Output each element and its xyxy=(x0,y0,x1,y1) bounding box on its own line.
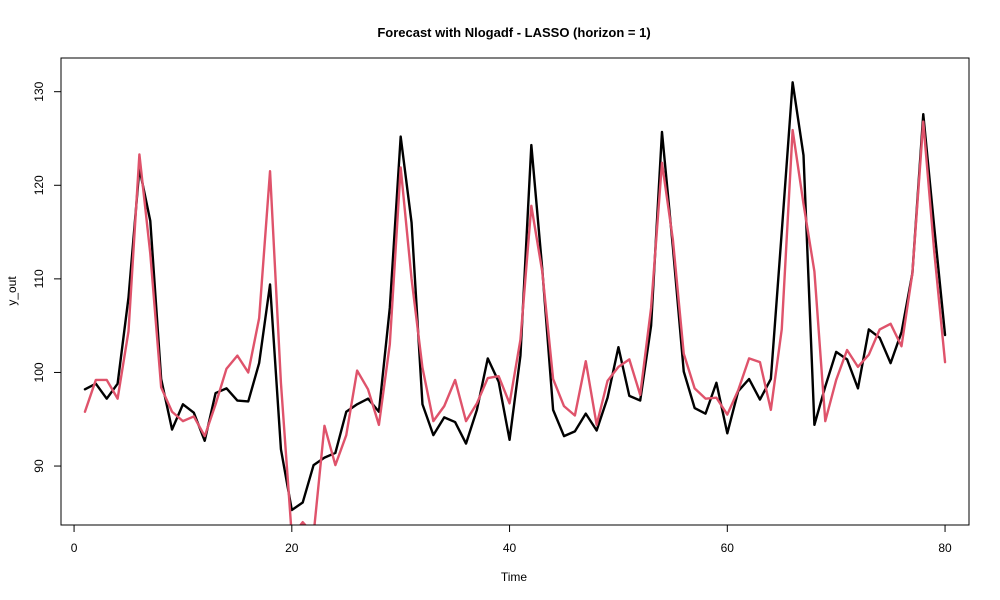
x-tick-label: 60 xyxy=(721,541,735,555)
chart-title: Forecast with Nlogadf - LASSO (horizon =… xyxy=(377,25,650,40)
x-tick-label: 0 xyxy=(71,541,78,555)
x-tick-label: 80 xyxy=(938,541,952,555)
x-axis-label: Time xyxy=(501,570,528,584)
series-line-1 xyxy=(83,81,947,512)
y-tick-label: 110 xyxy=(32,269,46,288)
x-axis: 0 20 40 60 80 xyxy=(71,524,952,555)
y-tick-label: 100 xyxy=(32,362,46,382)
series-layer xyxy=(83,81,947,525)
y-tick-label: 120 xyxy=(32,175,46,195)
y-axis-label: y_out xyxy=(5,276,19,306)
y-tick-label: 130 xyxy=(32,81,46,101)
y-tick-label: 90 xyxy=(32,459,46,473)
y-axis: 90 100 110 120 130 xyxy=(32,81,62,473)
series-line-2 xyxy=(83,120,947,525)
x-tick-label: 20 xyxy=(285,541,299,555)
x-tick-label: 40 xyxy=(503,541,517,555)
